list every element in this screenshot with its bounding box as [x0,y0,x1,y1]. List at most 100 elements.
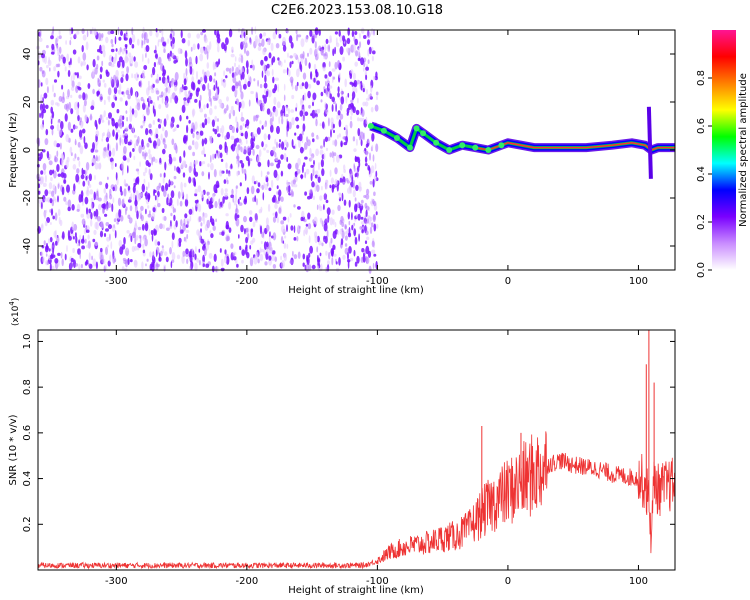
noise-blob [145,52,147,58]
noise-blob [109,193,113,200]
noise-blob [57,252,61,256]
noise-blob [202,215,206,225]
noise-blob [194,160,198,165]
noise-blob [282,69,286,74]
noise-blob [365,149,369,157]
noise-blob [290,189,294,198]
noise-blob [174,165,176,171]
noise-blob [364,147,367,152]
noise-blob [301,139,304,144]
noise-blob [39,151,43,160]
noise-blob [357,128,361,137]
noise-blob [188,56,192,65]
noise-blob [247,80,251,88]
noise-blob [152,207,156,213]
noise-blob [141,183,145,193]
noise-blob [84,238,87,244]
noise-blob [365,66,369,71]
noise-blob [323,238,326,243]
noise-blob [254,213,258,220]
noise-blob [286,224,288,232]
noise-blob [221,125,225,134]
noise-blob [143,65,148,70]
noise-blob [70,128,74,133]
noise-blob [136,176,140,185]
noise-blob [308,62,311,69]
noise-blob [258,42,262,47]
noise-blob [249,216,253,222]
noise-blob [254,195,257,203]
noise-blob [111,164,114,170]
noise-blob [144,193,147,197]
noise-blob [272,76,275,84]
noise-blob [357,47,360,55]
noise-blob [141,139,144,148]
noise-blob [309,148,312,157]
noise-blob [209,107,213,116]
noise-blob [366,31,371,38]
noise-blob [49,198,53,204]
noise-blob [86,30,89,38]
noise-blob [95,261,98,270]
noise-blob [369,93,372,99]
noise-blob [236,170,239,177]
noise-blob [312,195,316,200]
noise-blob [48,182,53,190]
noise-blob [231,126,235,134]
noise-blob [218,198,221,206]
noise-blob [97,197,102,202]
noise-blob [367,49,370,57]
noise-blob [125,56,129,63]
noise-blob [133,260,138,268]
noise-blob [152,83,155,88]
noise-blob [276,185,279,190]
noise-blob [51,265,55,271]
noise-blob [189,265,192,270]
noise-blob [320,48,324,56]
noise-blob [268,236,271,242]
noise-blob [342,35,346,42]
noise-blob [123,33,126,41]
noise-blob [135,104,138,109]
snr-y-tick-label: 0.4 [22,471,33,487]
noise-blob [252,64,255,71]
noise-blob [287,69,291,77]
noise-blob [239,84,242,93]
noise-blob [137,38,140,46]
noise-blob [373,214,376,221]
noise-blob [192,109,195,118]
noise-blob [142,236,145,241]
noise-blob [267,133,271,141]
noise-blob [232,256,237,261]
noise-blob [289,55,293,59]
noise-blob [371,144,374,150]
noise-blob [215,189,218,194]
noise-blob [266,241,269,248]
noise-blob [354,38,359,46]
noise-blob [111,101,115,109]
noise-blob [103,82,107,88]
noise-blob [197,79,201,85]
noise-blob [261,105,265,112]
noise-blob [203,104,206,110]
noise-blob [148,153,152,160]
noise-blob [355,87,358,94]
noise-blob [190,128,194,134]
noise-blob [297,57,300,64]
noise-blob [266,171,270,175]
noise-blob [240,91,244,100]
noise-blob [263,249,266,256]
noise-blob [317,53,319,58]
noise-blob [112,255,116,264]
noise-blob [334,179,338,186]
noise-blob [169,247,172,255]
noise-blob [91,255,93,261]
noise-blob [278,189,282,197]
noise-blob [168,202,172,207]
noise-blob [76,71,79,79]
noise-blob [370,222,374,228]
noise-blob [112,197,115,204]
noise-blob [149,263,153,271]
noise-blob [301,99,304,104]
noise-blob [364,156,368,163]
